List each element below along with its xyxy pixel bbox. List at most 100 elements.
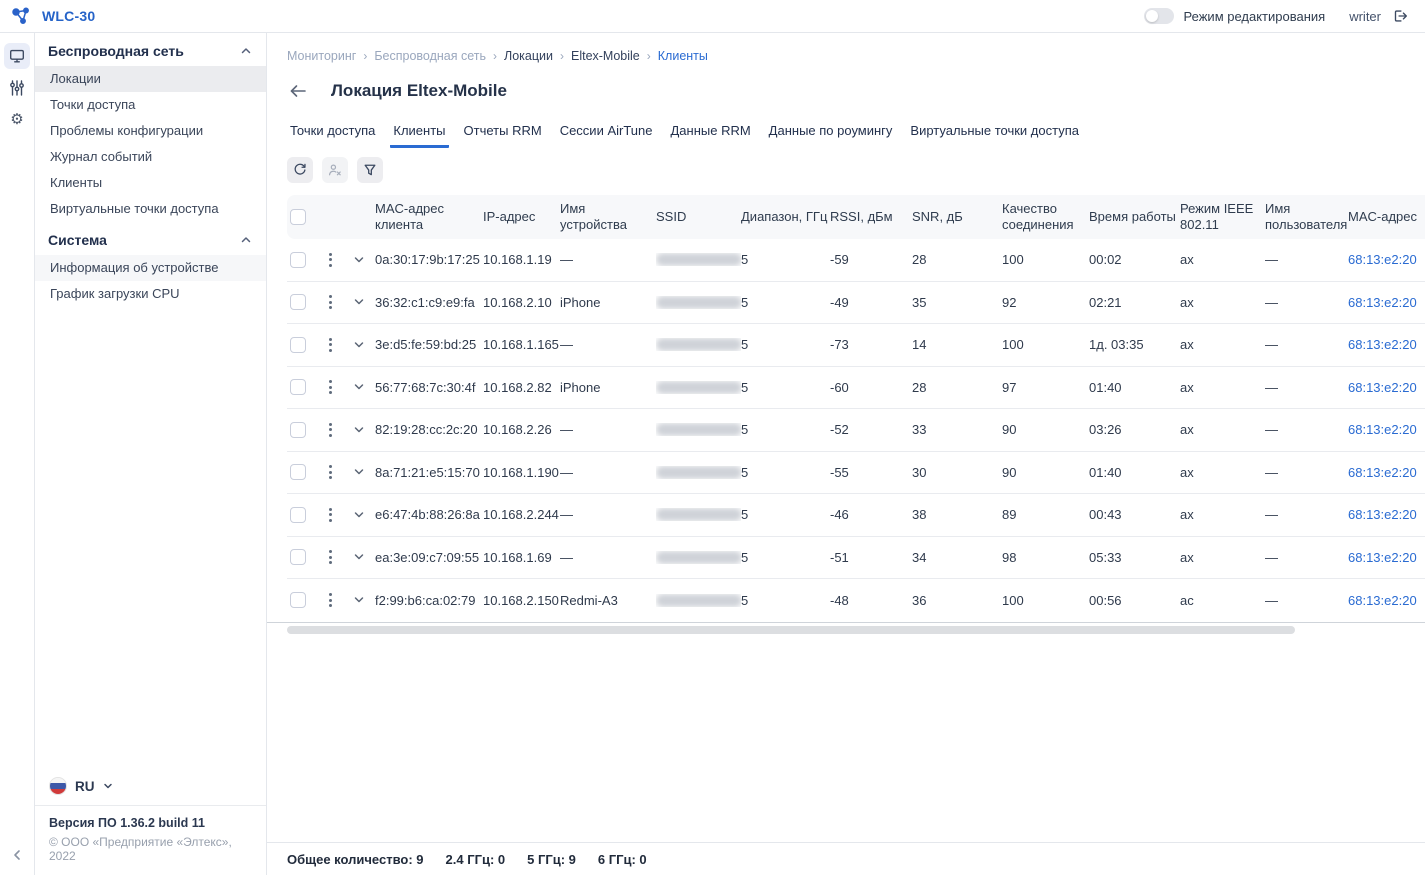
ssid-redacted-block xyxy=(656,253,741,267)
cell-ip: 10.168.2.244 xyxy=(483,507,559,523)
ap-mac-link[interactable]: 68:13:e2:20 xyxy=(1348,294,1417,310)
ap-mac-link[interactable]: 68:13:e2:20 xyxy=(1348,464,1417,480)
row-menu-button[interactable] xyxy=(323,249,338,271)
logout-icon[interactable] xyxy=(1391,7,1409,25)
row-checkbox[interactable] xyxy=(290,251,306,268)
row-checkbox[interactable] xyxy=(290,464,306,481)
cell-ap_mac: 68:13:e2:20 xyxy=(1348,295,1425,310)
row-menu-button[interactable] xyxy=(323,419,338,441)
column-header-rssi: RSSI, дБм xyxy=(830,208,893,224)
ap-mac-link[interactable]: 68:13:e2:20 xyxy=(1348,592,1417,608)
sidebar-item[interactable]: Журнал событий xyxy=(50,149,153,164)
cell-band: 5 xyxy=(741,422,749,438)
rail-item-sliders[interactable] xyxy=(4,75,30,101)
row-checkbox[interactable] xyxy=(290,379,306,396)
sidebar-item[interactable]: Клиенты xyxy=(50,175,103,190)
sidebar-item[interactable]: График загрузки CPU xyxy=(50,286,180,301)
status-bar: Общее количество: 9 2.4 ГГц: 0 5 ГГц: 9 6 Г… xyxy=(267,842,1425,875)
collapse-sidebar-icon[interactable] xyxy=(0,849,34,861)
row-expand-button[interactable] xyxy=(353,381,365,393)
sidebar-item[interactable]: Проблемы конфигурации xyxy=(50,123,204,138)
ap-mac-link[interactable]: 68:13:e2:20 xyxy=(1348,379,1417,395)
ap-mac-link[interactable]: 68:13:e2:20 xyxy=(1348,507,1417,523)
breadcrumb-item[interactable]: Eltex-Mobile xyxy=(570,49,640,63)
sidebar-item[interactable]: Локации xyxy=(35,66,266,92)
row-expand-button[interactable] xyxy=(353,466,365,478)
row-expand-button[interactable] xyxy=(353,339,365,351)
row-menu-button[interactable] xyxy=(323,291,338,313)
tab-данные-по-роумингу[interactable]: Данные по роумингу xyxy=(768,123,893,138)
row-expand-button[interactable] xyxy=(353,296,365,308)
row-menu-button[interactable] xyxy=(323,546,338,568)
cell-mode: ax xyxy=(1180,422,1194,438)
cell-user: — xyxy=(1265,252,1278,268)
sidebar-divider xyxy=(35,805,266,806)
breadcrumb-item[interactable]: Клиенты xyxy=(657,49,708,63)
row-menu-button[interactable] xyxy=(323,334,338,356)
cell-quality: 100 xyxy=(1002,337,1024,353)
ap-mac-link[interactable]: 68:13:e2:20 xyxy=(1348,337,1417,353)
sidebar-item[interactable]: Точки доступа xyxy=(50,97,136,112)
row-checkbox[interactable] xyxy=(290,549,306,566)
row-expand-button[interactable] xyxy=(353,594,365,606)
cell-device: iPhone xyxy=(560,294,601,310)
sidebar-item[interactable]: Информация об устройстве xyxy=(35,255,266,281)
row-menu-cell xyxy=(323,546,353,568)
row-checkbox[interactable] xyxy=(290,506,306,523)
row-checkbox[interactable] xyxy=(290,421,306,438)
row-expand-button[interactable] xyxy=(353,551,365,563)
tab-виртуальные-точки-доступа[interactable]: Виртуальные точки доступа xyxy=(910,123,1079,138)
row-expand-button[interactable] xyxy=(353,424,365,436)
tab-сессии-airtune[interactable]: Сессии AirTune xyxy=(559,123,653,138)
cell-ssid xyxy=(656,423,741,437)
column-header-user: Имя пользователя xyxy=(1265,200,1348,232)
row-menu-button[interactable] xyxy=(323,589,338,611)
cell-uptime: 05:33 xyxy=(1089,549,1122,565)
disconnect-user-icon xyxy=(327,162,343,178)
sidebar-section-header[interactable]: Беспроводная сеть xyxy=(35,33,266,66)
sidebar-item[interactable]: Виртуальные точки доступа xyxy=(50,201,219,216)
tab-отчеты-rrm[interactable]: Отчеты RRM xyxy=(463,123,542,138)
row-expand-button[interactable] xyxy=(353,509,365,521)
page-title: Локация Eltex-Mobile xyxy=(331,81,507,100)
breadcrumb-item[interactable]: Беспроводная сеть xyxy=(374,49,486,63)
column-header-ap_mac: MAC-адрес xyxy=(1348,208,1417,224)
tab-данные-rrm[interactable]: Данные RRM xyxy=(670,123,751,138)
row-menu-button[interactable] xyxy=(323,461,338,483)
tab-клиенты[interactable]: Клиенты xyxy=(390,123,449,148)
ap-mac-link[interactable]: 68:13:e2:20 xyxy=(1348,422,1417,438)
rail-item-monitor[interactable] xyxy=(4,43,30,69)
cell-mac: 82:19:28:cc:2c:20 xyxy=(375,422,478,438)
chevron-down-icon xyxy=(103,783,112,789)
sidebar-section-header[interactable]: Система xyxy=(35,222,266,255)
cell-quality: 90 xyxy=(1002,464,1017,480)
rail-item-gear[interactable]: ⚙ xyxy=(4,107,30,133)
ap-mac-link[interactable]: 68:13:e2:20 xyxy=(1348,252,1417,268)
row-checkbox[interactable] xyxy=(290,294,306,311)
ssid-redacted-block xyxy=(656,338,741,352)
language-selector[interactable]: RU xyxy=(35,777,266,805)
row-menu-button[interactable] xyxy=(323,376,338,398)
ap-mac-link[interactable]: 68:13:e2:20 xyxy=(1348,549,1417,565)
sidebar-section-title: Система xyxy=(48,232,107,248)
row-expand-button[interactable] xyxy=(353,254,365,266)
cell-snr: 33 xyxy=(912,422,927,438)
row-checkbox-cell xyxy=(287,336,323,353)
row-checkbox[interactable] xyxy=(290,592,306,609)
row-checkbox[interactable] xyxy=(290,336,306,353)
horizontal-scrollbar-thumb[interactable] xyxy=(287,625,1295,634)
back-button[interactable] xyxy=(289,84,307,98)
select-all-checkbox[interactable] xyxy=(290,209,306,225)
cell-snr: 34 xyxy=(912,549,927,565)
row-menu-button[interactable] xyxy=(323,504,338,526)
breadcrumb-item[interactable]: Локации xyxy=(504,49,553,63)
tab-точки-доступа[interactable]: Точки доступа xyxy=(290,123,376,138)
refresh-button[interactable] xyxy=(287,157,313,183)
row-checkbox-cell xyxy=(287,379,323,396)
chevron-up-icon xyxy=(240,234,252,246)
cell-ssid xyxy=(656,338,741,352)
edit-mode-toggle[interactable] xyxy=(1143,8,1174,24)
breadcrumb-item[interactable]: Мониторинг xyxy=(287,49,357,63)
filter-button[interactable] xyxy=(357,157,383,183)
cell-uptime: 03:26 xyxy=(1089,422,1122,438)
